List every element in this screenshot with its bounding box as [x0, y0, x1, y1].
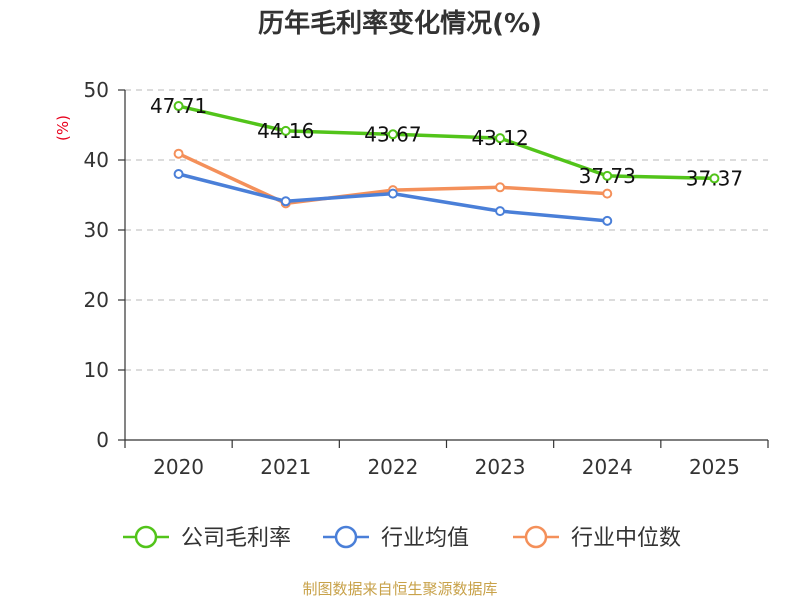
y-tick-label-50: 50: [84, 78, 109, 102]
legend-label-2: 行业中位数: [571, 526, 681, 551]
legend-label-0: 公司毛利率: [181, 526, 291, 551]
series: [173, 101, 720, 226]
series-1-point-2022: [387, 188, 398, 199]
source-note: 制图数据来自恒生聚源数据库: [302, 580, 497, 598]
x-tick-label-2023: 2023: [475, 455, 526, 479]
legend-marker-2: [524, 525, 548, 549]
y-tick-label-20: 20: [84, 288, 109, 312]
series-0: [173, 101, 720, 184]
series-2-point-2023: [495, 182, 506, 193]
series-2-point-2020: [173, 148, 184, 159]
y-tick-label-0: 0: [96, 428, 109, 452]
series-0-point-2020: [173, 101, 184, 112]
data-label-2025: 37.37: [686, 166, 743, 190]
data-labels: 47.71 44.16 43.67 43.12 37.73 37.37: [150, 94, 743, 190]
x-tick-label-2021: 2021: [260, 455, 311, 479]
series-0-point-2023: [495, 133, 506, 144]
y-tick-label-40: 40: [84, 148, 109, 172]
series-0-point-2022: [387, 129, 398, 140]
legend: 公司毛利率 行业均值 行业中位数: [123, 525, 681, 551]
series-line-0: [176, 104, 717, 181]
data-label-2020: 47.71: [150, 94, 207, 118]
data-label-2024: 37.73: [579, 164, 636, 188]
grid: [125, 89, 768, 371]
legend-item-2: 行业中位数: [513, 525, 681, 551]
x-tick-label-2024: 2024: [582, 455, 633, 479]
x-tick-label-2022: 2022: [367, 455, 418, 479]
data-label-2023: 43.12: [471, 126, 528, 150]
legend-item-1: 行业均值: [323, 525, 469, 551]
series-2-point-2024: [602, 188, 613, 199]
y-axis-label: (%): [54, 115, 72, 141]
series-0-point-2025: [709, 173, 720, 184]
legend-item-0: 公司毛利率: [123, 525, 291, 551]
y-tick-label-10: 10: [84, 358, 109, 382]
x-tick-label-2020: 2020: [153, 455, 204, 479]
x-tick-label-2025: 2025: [689, 455, 740, 479]
legend-label-1: 行业均值: [381, 526, 469, 551]
data-label-2022: 43.67: [364, 122, 421, 146]
axes: 0 10 20 30 40 50 2020 2021 2022 2023 2024 2025: [84, 78, 769, 479]
series-0-point-2024: [602, 170, 613, 181]
legend-marker-1: [334, 525, 358, 549]
series-1: [173, 169, 613, 226]
chart-title: 历年毛利率变化情况(%): [258, 8, 542, 39]
series-1-point-2024: [602, 215, 613, 226]
y-tick-label-30: 30: [84, 218, 109, 242]
series-1-point-2023: [495, 206, 506, 217]
series-0-point-2021: [280, 125, 291, 136]
series-2: [173, 148, 613, 209]
series-1-point-2020: [173, 169, 184, 179]
legend-marker-0: [134, 525, 158, 549]
data-label-2021: 44.16: [257, 119, 314, 143]
series-1-point-2021: [280, 196, 291, 207]
